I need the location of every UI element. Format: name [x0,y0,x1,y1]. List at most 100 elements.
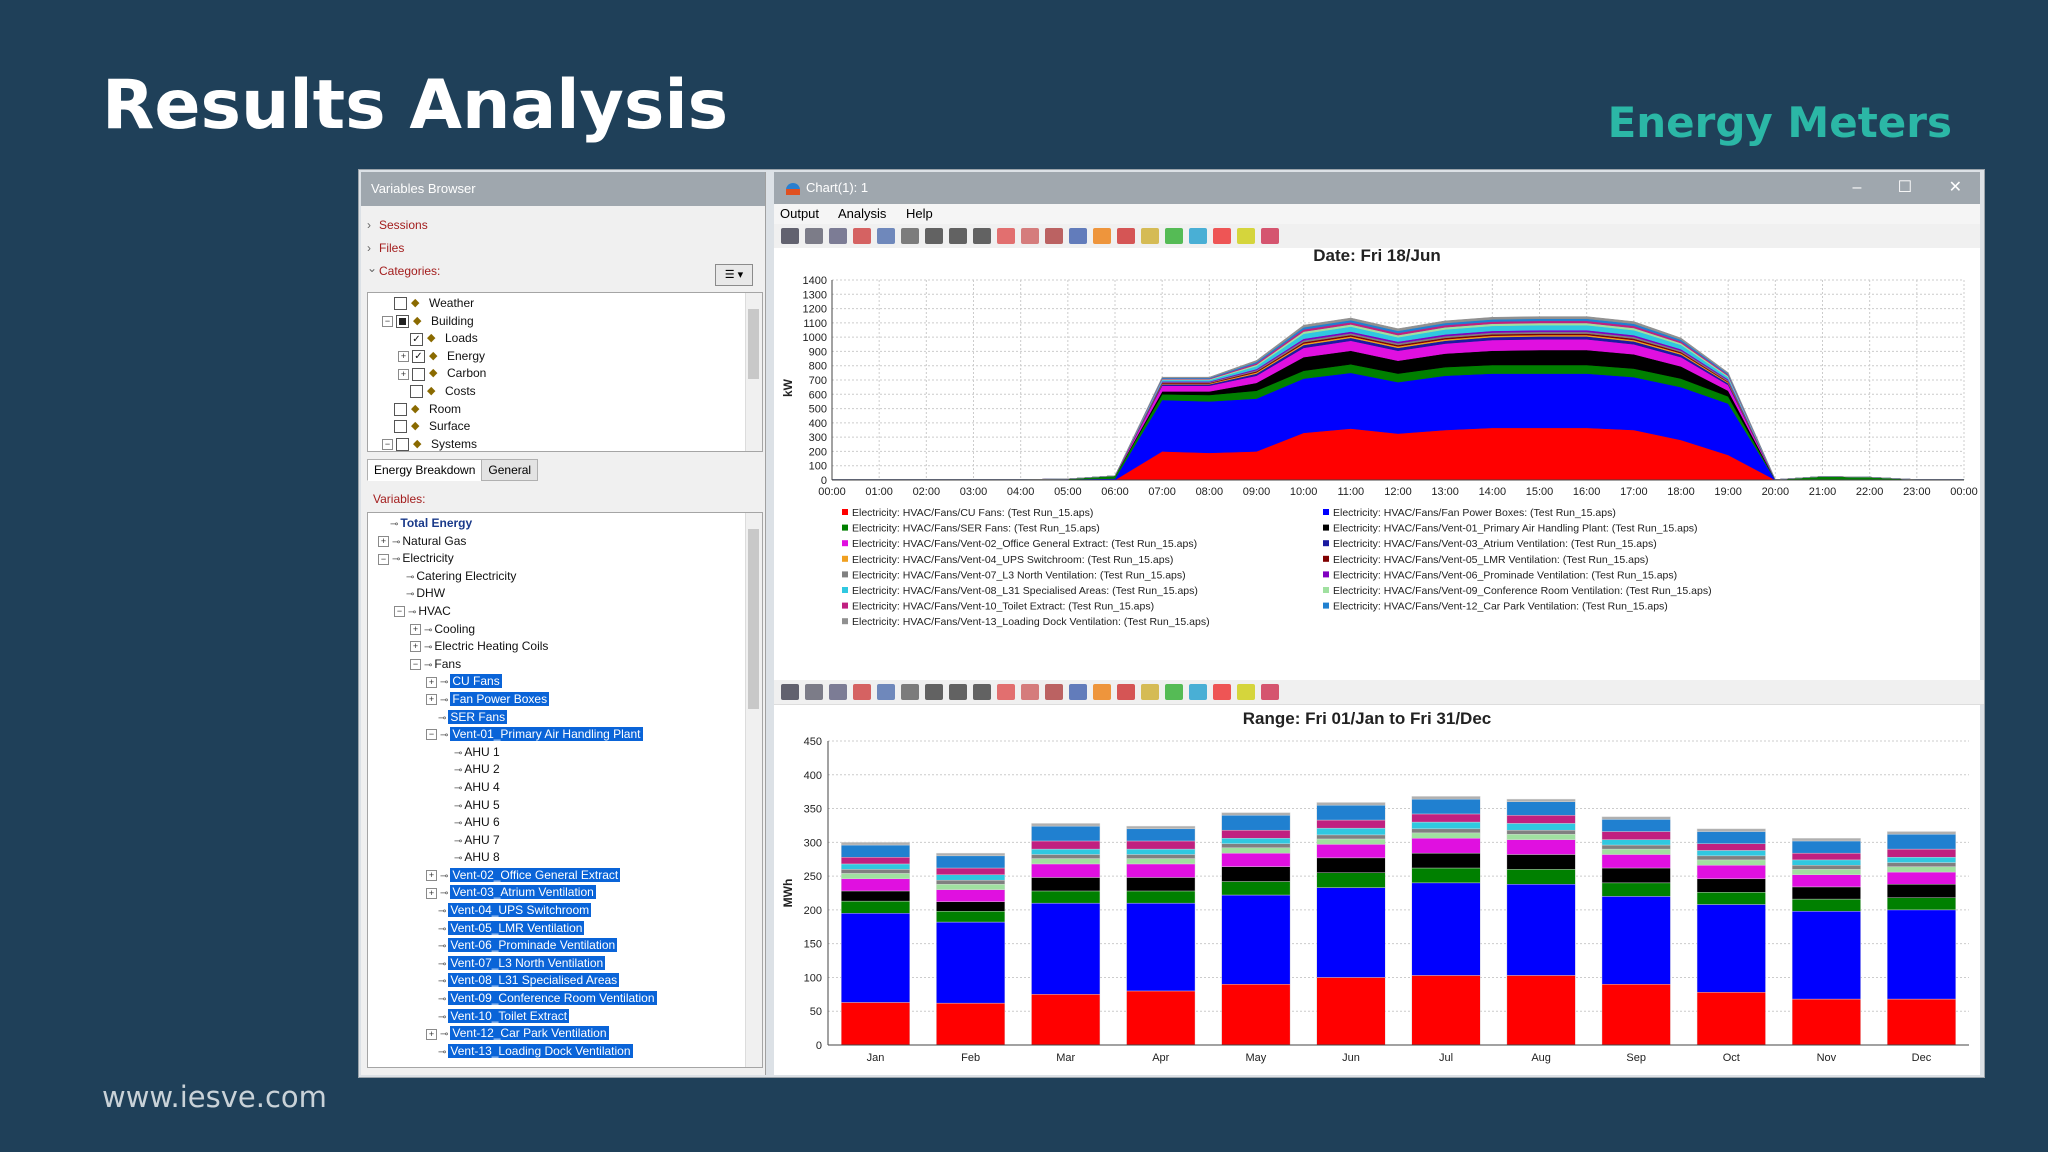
variable-row[interactable]: + ⊸ Electric Heating Coils [378,638,762,656]
category-row[interactable]: − ◆ Building [382,313,762,331]
toolbar-tool-icon[interactable] [1261,684,1279,700]
variable-row[interactable]: + ⊸ CU Fans [378,673,762,691]
variables-scrollbar[interactable] [745,513,762,1067]
toolbar-tool-icon[interactable] [829,228,847,244]
expand-icon[interactable]: + [426,1028,437,1040]
variable-row[interactable]: + ⊸ Fan Power Boxes [378,691,762,709]
category-row[interactable]: + ◆ Carbon [382,365,762,383]
toolbar-tool-icon[interactable] [805,228,823,244]
category-row[interactable]: ◆ Room [382,401,762,419]
variable-row[interactable]: ⊸ Vent-07_L3 North Ventilation [378,955,762,973]
collapse-icon[interactable]: − [382,315,393,327]
toolbar-tool-icon[interactable] [925,684,943,700]
variable-row[interactable]: ⊸ Vent-04_UPS Switchroom [378,902,762,920]
toolbar-tool-icon[interactable] [781,228,799,244]
variable-row[interactable]: + ⊸ Natural Gas [378,533,762,551]
category-view-dropdown[interactable]: ☰ ▾ [715,264,753,286]
checkbox[interactable] [394,402,407,416]
checkbox[interactable] [410,385,423,399]
category-row[interactable]: ✓ ◆ Loads [382,330,762,348]
variable-row[interactable]: ⊸ Total Energy [378,515,762,533]
expand-icon[interactable]: + [410,623,421,635]
category-row[interactable]: ◆ Weather [382,295,762,313]
toolbar-tool-icon[interactable] [1213,684,1231,700]
expand-icon[interactable]: + [378,535,389,547]
menu-help[interactable]: Help [905,206,933,221]
variable-row[interactable]: ⊸ Vent-09_Conference Room Ventilation [378,990,762,1008]
variable-row[interactable]: − ⊸ Electricity [378,550,762,568]
toolbar-tool-icon[interactable] [1117,684,1135,700]
checkbox[interactable]: ✓ [412,350,425,364]
variable-row[interactable]: ⊸ Catering Electricity [378,568,762,586]
variable-row[interactable]: + ⊸ Cooling [378,621,762,639]
close-icon[interactable]: ✕ [1948,179,1962,196]
toolbar-tool-icon[interactable] [1093,684,1111,700]
variable-row[interactable]: ⊸ Vent-10_Toilet Extract [378,1008,762,1026]
variable-row[interactable]: + ⊸ Vent-02_Office General Extract [378,867,762,885]
variable-row[interactable]: ⊸ AHU 7 [378,832,762,850]
toolbar-tool-icon[interactable] [1069,684,1087,700]
collapse-icon[interactable]: − [378,553,389,565]
toolbar-tool-icon[interactable] [949,228,967,244]
toolbar-tool-icon[interactable] [1141,228,1159,244]
variable-row[interactable]: + ⊸ Vent-12_Car Park Ventilation [378,1025,762,1043]
toolbar-tool-icon[interactable] [1021,684,1039,700]
variable-row[interactable]: ⊸ AHU 4 [378,779,762,797]
files-section[interactable]: Files [361,237,765,260]
expand-icon[interactable]: + [426,870,437,882]
toolbar-tool-icon[interactable] [877,684,895,700]
variable-row[interactable]: ⊸ Vent-13_Loading Dock Ventilation [378,1043,762,1061]
collapse-icon[interactable]: − [426,729,437,741]
toolbar-tool-icon[interactable] [805,684,823,700]
toolbar-tool-icon[interactable] [1093,228,1111,244]
toolbar-tool-icon[interactable] [1117,228,1135,244]
toolbar-tool-icon[interactable] [1141,684,1159,700]
toolbar-tool-icon[interactable] [877,228,895,244]
category-row[interactable]: ◆ Costs [382,383,762,401]
toolbar-tool-icon[interactable] [1213,228,1231,244]
collapse-icon[interactable]: − [382,439,393,451]
variable-row[interactable]: ⊸ Vent-05_LMR Ventilation [378,920,762,938]
tab-energy-breakdown[interactable]: Energy Breakdown [367,459,483,481]
expand-icon[interactable]: + [410,641,421,653]
category-row[interactable]: − ◆ Systems [382,436,762,451]
toolbar-tool-icon[interactable] [853,684,871,700]
variable-row[interactable]: ⊸ AHU 8 [378,849,762,867]
toolbar-tool-icon[interactable] [781,684,799,700]
variable-row[interactable]: + ⊸ Vent-03_Atrium Ventilation [378,884,762,902]
expand-icon[interactable]: + [426,676,437,688]
category-row[interactable]: ◆ Surface [382,418,762,436]
variable-row[interactable]: ⊸ AHU 1 [378,744,762,762]
toolbar-tool-icon[interactable] [1237,684,1255,700]
variable-row[interactable]: ⊸ AHU 5 [378,797,762,815]
toolbar-tool-icon[interactable] [1189,228,1207,244]
checkbox[interactable] [412,367,425,381]
toolbar-tool-icon[interactable] [1165,684,1183,700]
menu-analysis[interactable]: Analysis [837,206,887,221]
expand-icon[interactable]: + [398,368,409,380]
expand-icon[interactable]: + [398,351,409,363]
tab-general[interactable]: General [481,459,539,481]
variable-row[interactable]: ⊸ AHU 6 [378,814,762,832]
menu-output[interactable]: Output [780,206,820,221]
variable-row[interactable]: ⊸ Vent-06_Prominade Ventilation [378,937,762,955]
toolbar-tool-icon[interactable] [901,228,919,244]
toolbar-tool-icon[interactable] [997,684,1015,700]
categories-scrollbar[interactable] [745,293,762,451]
toolbar-tool-icon[interactable] [925,228,943,244]
checkbox[interactable] [396,314,409,328]
toolbar-tool-icon[interactable] [949,684,967,700]
maximize-icon[interactable]: ☐ [1897,179,1913,196]
toolbar-tool-icon[interactable] [1261,228,1279,244]
checkbox[interactable] [394,420,407,434]
variable-row[interactable]: − ⊸ Fans [378,656,762,674]
toolbar-tool-icon[interactable] [1045,684,1063,700]
toolbar-tool-icon[interactable] [997,228,1015,244]
toolbar-tool-icon[interactable] [1189,684,1207,700]
variable-row[interactable]: ⊸ AHU 2 [378,761,762,779]
checkbox[interactable]: ✓ [410,332,423,346]
toolbar-tool-icon[interactable] [1045,228,1063,244]
expand-icon[interactable]: + [426,694,437,706]
toolbar-tool-icon[interactable] [853,228,871,244]
minimize-icon[interactable]: – [1852,179,1862,196]
